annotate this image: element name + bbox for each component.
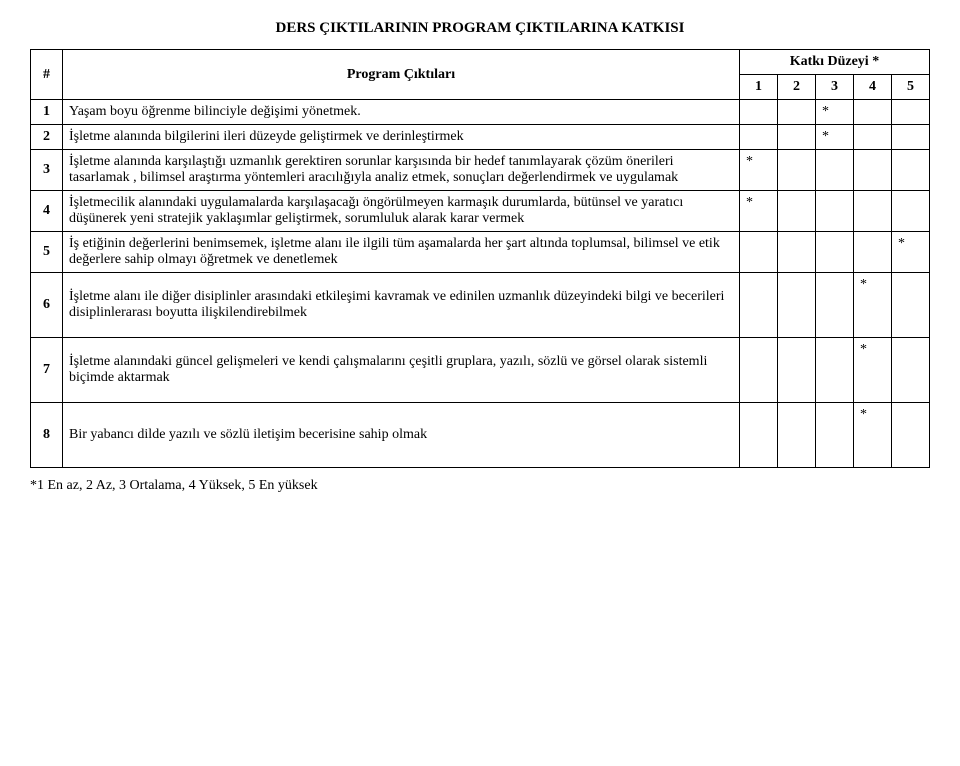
row-num: 2 [31,125,63,150]
row-text: İşletme alanında karşılaştığı uzmanlık g… [63,150,740,191]
row-mark: * [853,338,891,403]
header-outcome: Program Çıktıları [63,50,740,100]
row-mark [891,125,929,150]
row-mark [739,100,777,125]
row-mark [891,403,929,468]
row-mark [739,403,777,468]
row-mark [777,403,815,468]
row-mark [891,338,929,403]
table-row: 6 İşletme alanı ile diğer disiplinler ar… [31,273,930,338]
row-mark [777,338,815,403]
row-mark: * [815,125,853,150]
row-num: 6 [31,273,63,338]
row-mark [815,232,853,273]
row-text: Bir yabancı dilde yazılı ve sözlü iletiş… [63,403,740,468]
row-num: 7 [31,338,63,403]
row-mark [853,100,891,125]
row-mark: * [891,232,929,273]
header-level-2: 2 [777,75,815,100]
page-title: DERS ÇIKTILARININ PROGRAM ÇIKTILARINA KA… [30,20,930,37]
row-mark [739,125,777,150]
table-row: 7 İşletme alanındaki güncel gelişmeleri … [31,338,930,403]
row-mark [815,150,853,191]
row-text: İşletme alanı ile diğer disiplinler aras… [63,273,740,338]
row-mark [777,125,815,150]
row-mark [777,191,815,232]
row-mark [815,403,853,468]
row-num: 8 [31,403,63,468]
row-text: İşletme alanındaki güncel gelişmeleri ve… [63,338,740,403]
header-level-5: 5 [891,75,929,100]
row-mark [739,273,777,338]
row-mark [853,150,891,191]
row-mark: * [739,150,777,191]
row-mark [891,150,929,191]
row-mark [777,232,815,273]
row-mark [891,100,929,125]
table-row: 5 İş etiğinin değerlerini benimsemek, iş… [31,232,930,273]
row-mark [777,150,815,191]
row-mark [815,338,853,403]
row-text: İş etiğinin değerlerini benimsemek, işle… [63,232,740,273]
row-mark [815,273,853,338]
header-level-3: 3 [815,75,853,100]
header-level-4: 4 [853,75,891,100]
row-mark: * [815,100,853,125]
row-num: 1 [31,100,63,125]
row-mark: * [853,273,891,338]
table-row: 2 İşletme alanında bilgilerini ileri düz… [31,125,930,150]
header-katki: Katkı Düzeyi * [739,50,929,75]
footnote: *1 En az, 2 Az, 3 Ortalama, 4 Yüksek, 5 … [30,478,930,494]
row-mark [891,273,929,338]
row-mark [853,125,891,150]
contribution-table: # Program Çıktıları Katkı Düzeyi * 1 2 3… [30,49,930,468]
row-mark: * [739,191,777,232]
table-row: 3 İşletme alanında karşılaştığı uzmanlık… [31,150,930,191]
row-mark: * [853,403,891,468]
row-mark [815,191,853,232]
row-mark [853,191,891,232]
row-text: İşletme alanında bilgilerini ileri düzey… [63,125,740,150]
table-row: 8 Bir yabancı dilde yazılı ve sözlü ilet… [31,403,930,468]
row-mark [891,191,929,232]
row-mark [853,232,891,273]
row-mark [739,232,777,273]
row-mark [777,273,815,338]
header-level-1: 1 [739,75,777,100]
row-mark [739,338,777,403]
row-num: 5 [31,232,63,273]
row-mark [777,100,815,125]
table-row: 1 Yaşam boyu öğrenme bilinciyle değişimi… [31,100,930,125]
header-hash: # [31,50,63,100]
row-text: Yaşam boyu öğrenme bilinciyle değişimi y… [63,100,740,125]
row-text: İşletmecilik alanındaki uygulamalarda ka… [63,191,740,232]
row-num: 4 [31,191,63,232]
row-num: 3 [31,150,63,191]
table-row: 4 İşletmecilik alanındaki uygulamalarda … [31,191,930,232]
